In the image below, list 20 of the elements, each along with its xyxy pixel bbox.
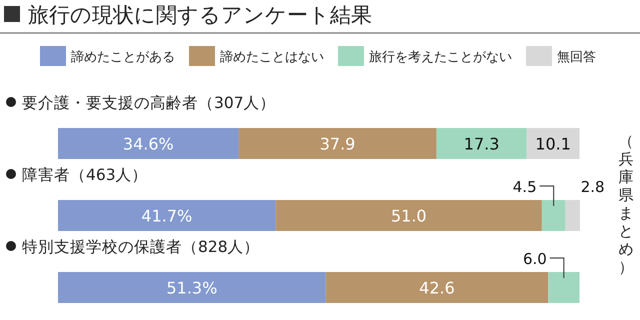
legend-label: 旅行を考えたことがない	[369, 50, 512, 65]
data-label: 37.9	[320, 134, 356, 154]
data-label: 4.5	[512, 178, 537, 196]
y-tick-label: 特別支援学校の保護者（828人）	[22, 238, 260, 256]
data-label: 10.1	[535, 134, 571, 154]
data-label: 51.3%	[166, 278, 218, 298]
data-label: 42.6	[419, 278, 455, 298]
y-tick-label: 障害者（463人）	[22, 166, 148, 184]
chart-title: 旅行の現状に関するアンケート結果	[28, 3, 372, 27]
legend-label: 諦めたことはない	[220, 50, 324, 65]
data-label: 41.7%	[141, 206, 192, 226]
y-tick-label: 要介護・要支援の高齢者（307人）	[22, 94, 276, 112]
data-label: 6.0	[522, 250, 547, 268]
data-label: 51.0	[390, 206, 427, 226]
data-label: 2.8	[580, 178, 605, 196]
text: （兵庫県まとめ）	[618, 132, 634, 276]
data-label: 17.3	[464, 134, 500, 154]
legend-label: 無回答	[557, 50, 596, 65]
data-label: 34.6%	[122, 134, 174, 154]
legend-label: 諦めたことがある	[71, 50, 175, 65]
